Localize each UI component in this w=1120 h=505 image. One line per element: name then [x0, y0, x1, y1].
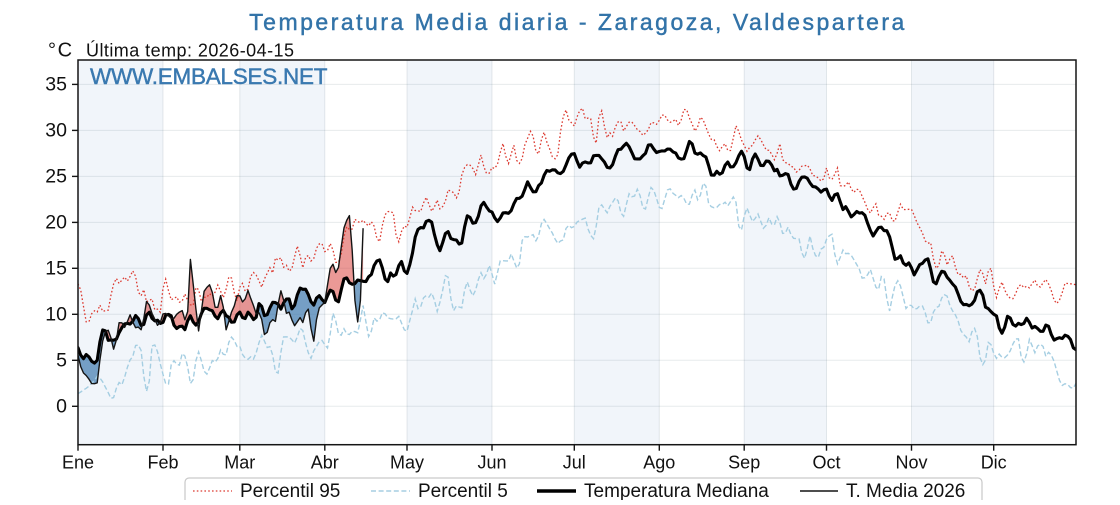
svg-text:Percentil 95: Percentil 95 [240, 481, 340, 500]
svg-text:Jun: Jun [477, 453, 506, 473]
svg-text:Oct: Oct [812, 453, 840, 473]
svg-text:Dic: Dic [981, 453, 1007, 473]
svg-text:Ene: Ene [62, 453, 94, 473]
svg-text:May: May [390, 453, 424, 473]
svg-text:20: 20 [45, 212, 67, 234]
svg-text:10: 10 [45, 304, 67, 326]
svg-text:Percentil 5: Percentil 5 [418, 481, 508, 500]
svg-text:25: 25 [45, 166, 67, 188]
svg-text:Nov: Nov [895, 453, 927, 473]
svg-text:Última temp: 2026-04-15: Última temp: 2026-04-15 [86, 40, 294, 61]
svg-text:Jul: Jul [563, 453, 586, 473]
svg-text:°C: °C [48, 40, 74, 62]
svg-text:T. Media 2026: T. Media 2026 [846, 481, 965, 500]
svg-text:15: 15 [45, 258, 67, 280]
svg-text:Temperatura Media diaria - Zar: Temperatura Media diaria - Zaragoza, Val… [249, 9, 907, 35]
svg-text:Mar: Mar [224, 453, 255, 473]
svg-text:5: 5 [56, 350, 67, 372]
svg-text:Feb: Feb [147, 453, 178, 473]
svg-text:0: 0 [56, 396, 67, 418]
svg-text:Ago: Ago [643, 453, 675, 473]
svg-text:30: 30 [45, 120, 67, 142]
svg-text:Abr: Abr [311, 453, 339, 473]
svg-text:WWW.EMBALSES.NET: WWW.EMBALSES.NET [90, 64, 328, 89]
svg-text:35: 35 [45, 74, 67, 96]
svg-text:Sep: Sep [728, 453, 760, 473]
svg-text:Temperatura Mediana: Temperatura Mediana [584, 481, 769, 500]
